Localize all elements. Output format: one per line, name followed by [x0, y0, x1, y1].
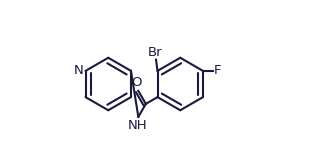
Text: N: N: [74, 64, 84, 77]
Text: NH: NH: [128, 119, 147, 132]
Text: Br: Br: [148, 46, 163, 59]
Text: F: F: [214, 64, 222, 77]
Text: O: O: [132, 76, 142, 89]
